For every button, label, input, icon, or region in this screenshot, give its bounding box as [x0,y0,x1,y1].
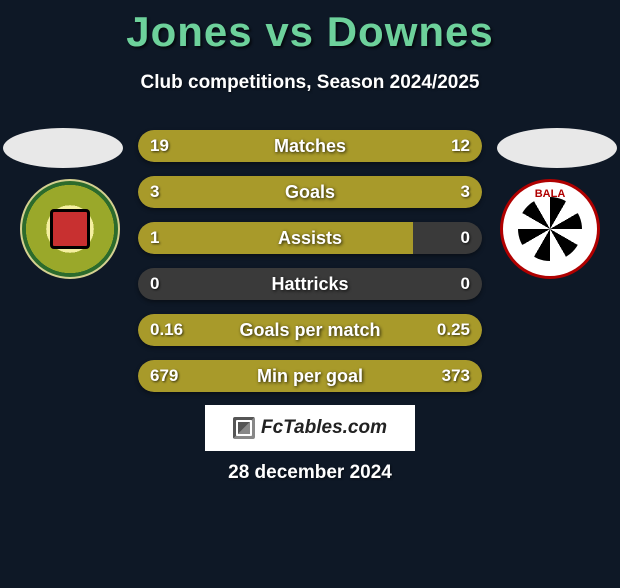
stat-row: 1 Assists 0 [138,222,482,254]
stat-label: Goals [138,176,482,208]
left-team-crest [20,179,120,279]
stat-val-right: 0 [461,222,470,254]
right-player-avatar [497,128,617,168]
subtitle: Club competitions, Season 2024/2025 [0,72,620,94]
stat-val-right: 3 [461,176,470,208]
left-player-avatar [3,128,123,168]
stats-container: 19 Matches 12 3 Goals 3 1 Assists 0 0 Ha… [138,130,482,406]
stat-val-right: 373 [442,360,470,392]
stat-row: 0.16 Goals per match 0.25 [138,314,482,346]
fctables-label: FcTables.com [261,417,387,439]
date-label: 28 december 2024 [0,462,620,484]
stat-val-right: 0.25 [437,314,470,346]
stat-label: Goals per match [138,314,482,346]
fctables-icon [233,417,255,439]
right-team-crest [500,179,600,279]
stat-row: 0 Hattricks 0 [138,268,482,300]
stat-label: Min per goal [138,360,482,392]
fctables-link[interactable]: FcTables.com [205,405,415,451]
stat-row: 19 Matches 12 [138,130,482,162]
stat-label: Assists [138,222,482,254]
stat-row: 679 Min per goal 373 [138,360,482,392]
stat-row: 3 Goals 3 [138,176,482,208]
page-title: Jones vs Downes [0,8,620,56]
stat-label: Matches [138,130,482,162]
stat-val-right: 12 [451,130,470,162]
stat-val-right: 0 [461,268,470,300]
stat-label: Hattricks [138,268,482,300]
